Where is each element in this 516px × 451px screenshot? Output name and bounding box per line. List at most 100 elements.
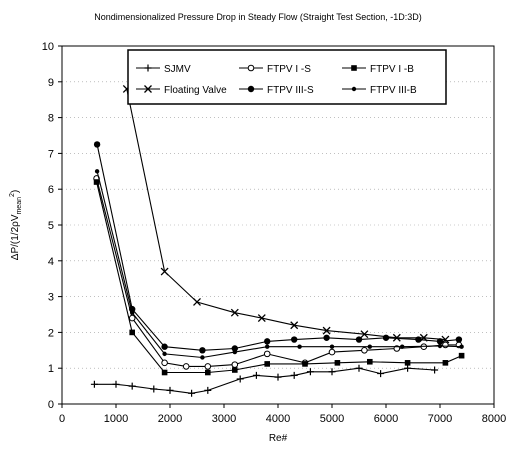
- data-point-floating-valve: [193, 298, 201, 306]
- x-tick-label: 0: [59, 413, 65, 425]
- data-point-ftpv-iii-b: [459, 344, 464, 349]
- data-point-floating-valve: [290, 321, 299, 330]
- data-point-ftpv-iii-b: [200, 355, 205, 360]
- data-point-sjmv: [112, 380, 120, 388]
- data-point-ftpv-iii-b: [400, 344, 405, 349]
- y-tick-label: 2: [48, 327, 54, 339]
- data-point-sjmv: [377, 370, 385, 378]
- legend-entry-ftpv-i-s: FTPV I -S: [239, 64, 311, 75]
- x-tick-label: 8000: [482, 413, 506, 425]
- legend-marker: [351, 65, 357, 71]
- series-ftpv-iii-s: [93, 141, 463, 354]
- data-point-ftpv-iii-s: [231, 345, 238, 352]
- legend-label: FTPV III-B: [370, 85, 417, 96]
- data-point-ftpv-i-s: [128, 314, 136, 322]
- data-point-ftpv-iii-b: [367, 344, 372, 349]
- x-tick-label: 7000: [428, 413, 452, 425]
- data-point-sjmv: [188, 389, 196, 397]
- data-point-ftpv-i-b: [404, 360, 411, 366]
- data-point-ftpv-iii-b: [265, 344, 270, 349]
- data-point-floating-valve: [257, 314, 266, 323]
- data-point-ftpv-i-s: [231, 361, 239, 368]
- data-point-sjmv: [431, 366, 439, 374]
- data-point-sjmv: [90, 380, 98, 388]
- data-point-floating-valve: [392, 333, 401, 342]
- data-point-ftpv-iii-s: [415, 336, 422, 343]
- data-point-sjmv: [166, 386, 174, 394]
- data-point-sjmv: [274, 373, 282, 381]
- data-point-ftpv-i-s: [328, 348, 336, 356]
- data-point-sjmv: [204, 386, 212, 394]
- data-point-ftpv-iii-b: [437, 343, 443, 349]
- series-line-floating-valve: [126, 88, 446, 341]
- series-ftpv-i-b: [93, 179, 465, 376]
- data-point-ftpv-i-b: [232, 367, 238, 373]
- data-point-sjmv: [306, 368, 314, 376]
- data-point-sjmv: [150, 385, 158, 393]
- y-tick-label: 10: [42, 41, 54, 53]
- series-line-ftpv-i-s: [96, 178, 459, 367]
- legend-label: FTPV III-S: [267, 85, 314, 96]
- y-axis-label-close: ): [10, 190, 21, 193]
- legend-marker: [247, 64, 255, 72]
- series-lines: [90, 85, 465, 397]
- data-point-floating-valve: [360, 330, 369, 339]
- data-point-ftpv-iii-b: [297, 344, 302, 349]
- data-point-ftpv-i-b: [367, 358, 373, 365]
- legend-entry-ftpv-i-b: FTPV I -B: [342, 64, 414, 75]
- series-line-ftpv-iii-b: [96, 171, 462, 359]
- data-point-sjmv: [290, 371, 298, 379]
- legend-label: FTPV I -B: [370, 64, 414, 75]
- legend: SJMV FTPV I -S FTPV I -B Floating Valve FTPV…: [127, 49, 447, 105]
- data-point-ftpv-iii-s: [199, 347, 206, 354]
- data-point-ftpv-i-s: [161, 359, 168, 367]
- data-point-sjmv: [355, 364, 363, 372]
- series-line-sjmv: [94, 367, 435, 394]
- data-point-ftpv-iii-s: [455, 336, 463, 343]
- legend-label: FTPV I -S: [267, 64, 311, 75]
- y-tick-label: 4: [48, 256, 54, 268]
- legend-frame: [127, 49, 447, 105]
- chart-title: Nondimensionalized Pressure Drop in Stea…: [94, 12, 421, 22]
- data-point-ftpv-iii-s: [355, 336, 363, 343]
- x-tick-label: 4000: [266, 413, 290, 425]
- y-tick-label: 1: [48, 363, 54, 375]
- data-point-ftpv-i-b: [93, 179, 100, 185]
- y-tick-label: 7: [48, 148, 54, 160]
- legend-entry-ftpv-iii-b: FTPV III-B: [342, 85, 417, 96]
- data-point-sjmv: [236, 375, 244, 383]
- y-tick-label: 6: [48, 184, 54, 196]
- data-point-ftpv-iii-s: [323, 334, 330, 341]
- data-point-ftpv-i-b: [205, 369, 211, 376]
- x-tick-label: 5000: [320, 413, 344, 425]
- data-point-ftpv-i-b: [161, 369, 168, 376]
- legend-marker: [247, 85, 255, 93]
- legend-marker: [144, 64, 152, 72]
- gridlines: [62, 81, 494, 369]
- x-axis-label: Re#: [269, 433, 288, 444]
- data-point-ftpv-i-s: [442, 341, 449, 349]
- data-point-ftpv-i-s: [361, 347, 368, 354]
- data-point-ftpv-i-s: [263, 350, 271, 358]
- y-axis-label: ΔP/(1/2ρVmean2): [9, 190, 23, 260]
- data-point-ftpv-i-b: [129, 329, 135, 336]
- data-point-ftpv-iii-s: [264, 338, 271, 345]
- series-ftpv-iii-b: [94, 169, 464, 360]
- y-tick-label: 5: [48, 220, 54, 232]
- legend-label: Floating Valve: [164, 85, 227, 96]
- y-tick-label: 9: [48, 77, 54, 89]
- series-line-ftpv-i-b: [96, 181, 462, 374]
- data-point-ftpv-i-b: [264, 361, 270, 367]
- series-line-ftpv-iii-s: [96, 144, 459, 351]
- data-point-sjmv: [328, 368, 336, 376]
- data-point-ftpv-iii-s: [161, 343, 168, 350]
- y-axis-label-sub: mean: [16, 197, 23, 215]
- y-tick-label: 0: [48, 399, 54, 411]
- data-point-floating-valve: [160, 267, 169, 276]
- data-point-ftpv-iii-s: [382, 334, 390, 341]
- x-tick-label: 2000: [158, 413, 182, 425]
- legend-marker: [144, 85, 152, 93]
- data-point-ftpv-i-b: [302, 361, 308, 367]
- series-floating-valve: [122, 85, 450, 344]
